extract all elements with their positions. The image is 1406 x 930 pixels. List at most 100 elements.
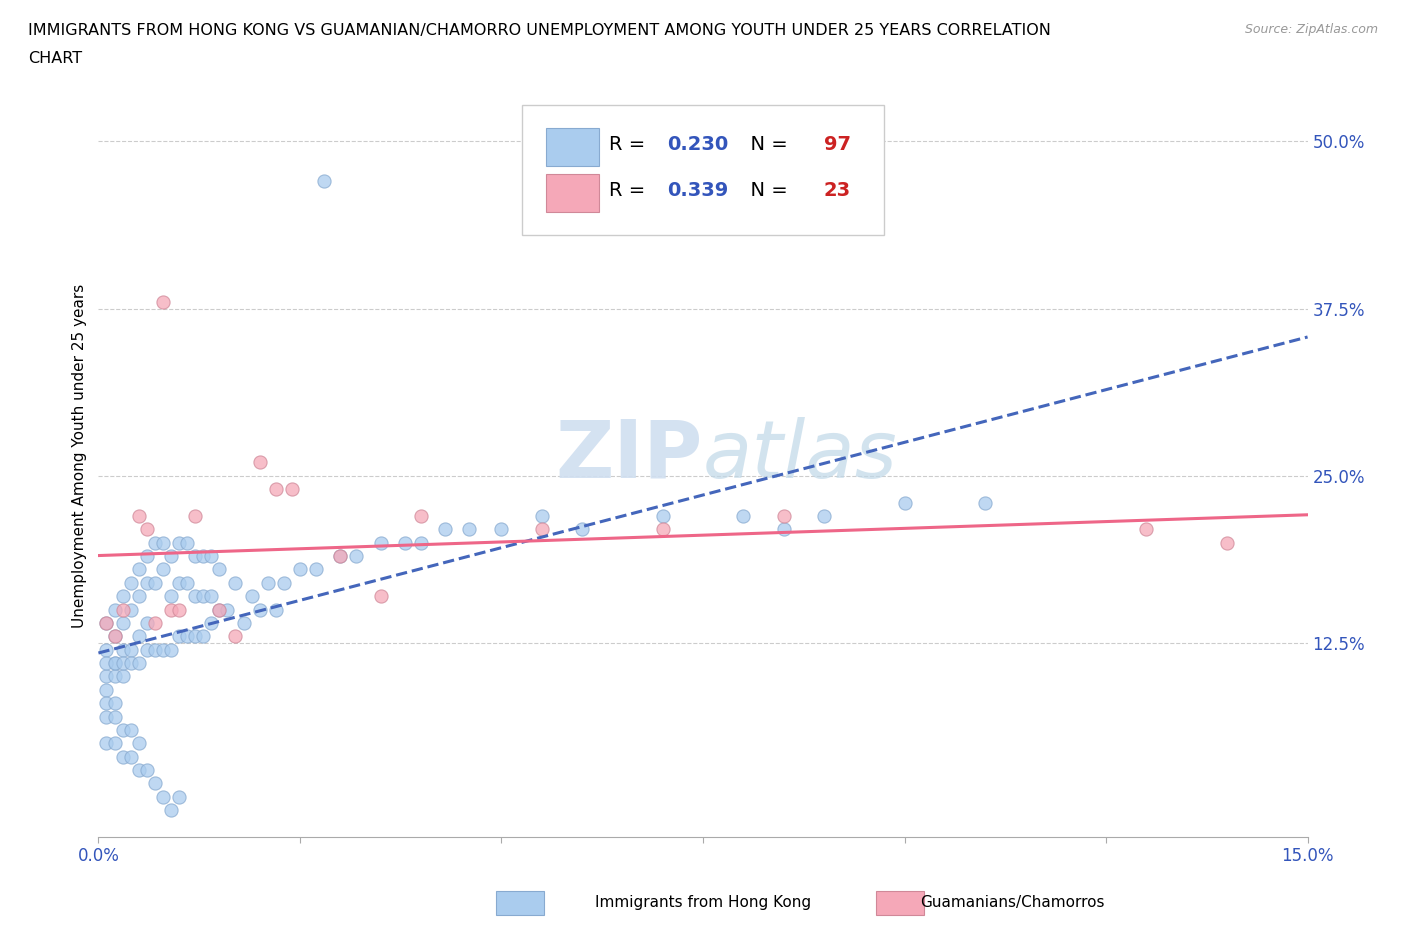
Point [152,295,174,310]
Point [184,589,207,604]
Point [217,602,239,617]
Point [120,750,142,764]
Point [264,602,287,617]
Point [1135,522,1157,537]
Point [256,576,278,591]
Point [160,803,183,817]
Point [176,576,198,591]
Point [111,750,134,764]
Point [135,576,157,591]
Point [152,562,174,577]
Point [111,643,134,658]
Point [772,509,794,524]
FancyBboxPatch shape [876,891,924,915]
Point [96,656,118,671]
Point [813,509,835,524]
Point [103,629,125,644]
Point [273,576,295,591]
Point [167,629,190,644]
Point [143,576,166,591]
Point [111,669,134,684]
Point [96,710,118,724]
Point [409,536,432,551]
Point [96,643,118,658]
Point [128,509,150,524]
FancyBboxPatch shape [546,174,599,212]
Point [193,589,215,604]
Point [200,589,222,604]
Point [103,710,125,724]
Point [193,549,215,564]
Point [128,736,150,751]
Text: 97: 97 [824,135,851,154]
Point [143,536,166,551]
Point [135,643,157,658]
Point [394,536,416,551]
Point [103,629,125,644]
Point [733,509,755,524]
Point [232,616,254,631]
Point [103,656,125,671]
Point [152,643,174,658]
Point [103,656,125,671]
Point [167,576,190,591]
Point [143,616,166,631]
Text: atlas: atlas [703,417,898,495]
Point [103,602,125,617]
Point [176,629,198,644]
Point [111,589,134,604]
Point [651,509,673,524]
Point [434,522,457,537]
Point [167,536,190,551]
Point [530,509,553,524]
Point [208,562,231,577]
Text: N =: N = [738,180,794,200]
Text: R =: R = [609,180,651,200]
FancyBboxPatch shape [522,105,884,234]
Point [111,616,134,631]
Point [208,602,231,617]
Point [111,602,134,617]
Point [135,616,157,631]
Point [176,536,198,551]
Point [208,602,231,617]
Point [264,482,287,497]
Point [249,602,271,617]
Point [143,776,166,790]
Point [103,736,125,751]
Point [128,562,150,577]
Point [96,616,118,631]
Point [224,629,246,644]
Point [120,576,142,591]
Point [288,562,311,577]
Point [571,522,593,537]
Point [167,790,190,804]
Text: 0.230: 0.230 [666,135,728,154]
Point [249,455,271,470]
Text: IMMIGRANTS FROM HONG KONG VS GUAMANIAN/CHAMORRO UNEMPLOYMENT AMONG YOUTH UNDER 2: IMMIGRANTS FROM HONG KONG VS GUAMANIAN/C… [28,23,1052,38]
Point [651,522,673,537]
Point [184,549,207,564]
FancyBboxPatch shape [496,891,544,915]
Point [409,509,432,524]
Point [128,629,150,644]
Point [111,723,134,737]
Point [184,629,207,644]
Point [458,522,481,537]
Point [96,683,118,698]
Point [160,602,183,617]
Point [184,509,207,524]
Point [370,536,392,551]
Point [111,656,134,671]
Text: Guamanians/Chamorros: Guamanians/Chamorros [920,895,1105,910]
Point [143,643,166,658]
Y-axis label: Unemployment Among Youth under 25 years: Unemployment Among Youth under 25 years [72,284,87,628]
Text: R =: R = [609,135,651,154]
Point [160,549,183,564]
Point [974,495,997,510]
Point [200,549,222,564]
Point [128,763,150,777]
Point [314,174,336,189]
Text: Immigrants from Hong Kong: Immigrants from Hong Kong [595,895,811,910]
FancyBboxPatch shape [546,127,599,166]
